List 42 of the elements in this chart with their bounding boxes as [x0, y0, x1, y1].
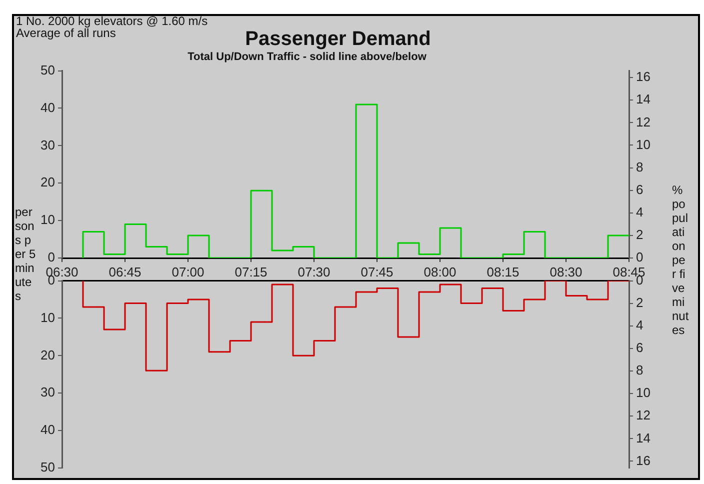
- y2-tick-label: 16: [636, 452, 650, 468]
- y-axis-title: persons per 5 minutes: [15, 205, 37, 303]
- x-tick-label: 07:15: [234, 264, 268, 280]
- y2-tick-label: 14: [636, 430, 650, 446]
- y2-tick-label: 12: [636, 114, 650, 130]
- y2-tick-label: 10: [636, 136, 650, 152]
- y-tick-label: 30: [40, 137, 55, 152]
- y2-tick-label: 0: [636, 250, 644, 265]
- y2-tick-label: 6: [636, 340, 644, 356]
- y2-tick-label: 2: [636, 294, 644, 310]
- y2-tick-label: 16: [636, 69, 650, 84]
- y-tick-label: 30: [40, 384, 55, 400]
- x-tick-label: 07:00: [172, 264, 204, 280]
- x-tick-label: 08:15: [486, 264, 520, 280]
- y-tick-label: 50: [40, 62, 55, 78]
- y2-tick-label: 8: [636, 159, 644, 174]
- text: 1 No. 2000 kg elevators @ 1.60 m/s: [16, 14, 208, 28]
- y2-tick-label: 10: [636, 385, 650, 400]
- x-tick-label: 07:45: [360, 264, 394, 280]
- chart-subtitle: Total Up/Down Traffic - solid line above/below: [186, 51, 428, 63]
- x-tick-label: 06:45: [108, 264, 142, 280]
- y2-tick-label: 4: [636, 204, 644, 220]
- y-tick-label: 50: [40, 460, 55, 475]
- y-tick-label: 10: [40, 212, 55, 228]
- y-tick-label: 0: [48, 250, 55, 265]
- y2-tick-label: 2: [636, 227, 644, 242]
- y-tick-label: 40: [40, 422, 55, 438]
- y2-tick-label: 14: [636, 92, 650, 107]
- x-tick-label: 07:30: [298, 264, 330, 280]
- y2-tick-label: 8: [636, 362, 644, 378]
- y2-tick-label: 12: [636, 408, 650, 423]
- chart-title: Passenger Demand: [245, 28, 431, 50]
- y-tick-label: 20: [40, 174, 55, 190]
- y-tick-label: 20: [40, 347, 55, 362]
- y2-tick-label: 6: [636, 182, 644, 197]
- y2-tick-label: 4: [636, 317, 644, 332]
- x-tick-label: 08:00: [424, 264, 456, 280]
- y-tick-label: 40: [40, 100, 55, 115]
- text: % population per five minutes: [672, 183, 689, 337]
- y-tick-label: 10: [40, 310, 55, 325]
- x-tick-label: 08:30: [550, 264, 582, 280]
- text: Average of all runs: [16, 26, 116, 40]
